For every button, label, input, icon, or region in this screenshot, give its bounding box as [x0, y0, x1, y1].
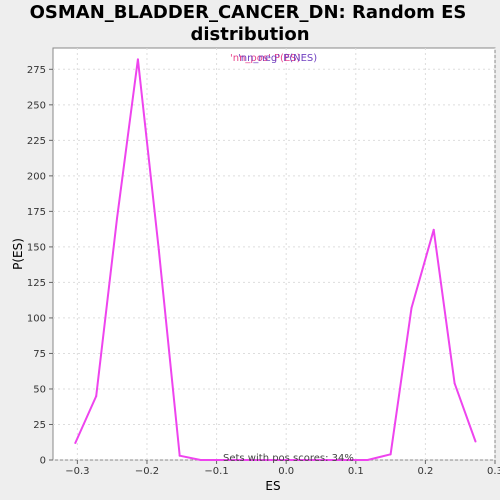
- y-axis-label: P(ES): [11, 238, 25, 270]
- data-point: [74, 442, 76, 444]
- data-point: [95, 395, 97, 397]
- data-point: [200, 459, 202, 461]
- y-axis: 0 25 50 75 100 125 150 175 200 225 250 275: [27, 65, 53, 467]
- y-tick-label: 75: [33, 349, 46, 360]
- x-tick-label: −0.1: [204, 466, 228, 477]
- data-point: [367, 459, 369, 461]
- y-tick-label: 275: [27, 65, 46, 76]
- data-point: [158, 249, 160, 251]
- y-tick-label: 100: [27, 313, 46, 324]
- y-tick-label: 50: [33, 384, 46, 395]
- x-tick-label: 0.0: [278, 466, 294, 477]
- x-tick-label: 0.3: [487, 466, 500, 477]
- data-point: [137, 58, 139, 60]
- data-point: [390, 453, 392, 455]
- y-tick-label: 250: [27, 100, 46, 111]
- x-axis-label: ES: [265, 479, 280, 493]
- data-point: [433, 229, 435, 231]
- y-tick-label: 125: [27, 278, 46, 289]
- legend: 'nn_pos' P(ES) 'nn_neg' P(NES): [230, 53, 317, 64]
- pos-scores-annotation: Sets with pos scores: 34%: [223, 453, 354, 464]
- data-point: [475, 441, 477, 443]
- legend-entry-neg: 'nn_neg' P(NES): [238, 53, 317, 64]
- x-tick-label: 0.1: [348, 466, 364, 477]
- x-tick-label: −0.2: [135, 466, 159, 477]
- y-tick-label: 175: [27, 207, 46, 218]
- y-tick-label: 150: [27, 242, 46, 253]
- y-tick-label: 0: [40, 456, 46, 467]
- y-tick-label: 200: [27, 171, 46, 182]
- data-point: [454, 382, 456, 384]
- data-point: [179, 455, 181, 457]
- data-point: [116, 217, 118, 219]
- plot-area: [53, 48, 495, 460]
- x-tick-label: −0.3: [65, 466, 89, 477]
- data-point: [410, 307, 412, 309]
- y-tick-label: 225: [27, 136, 46, 147]
- chart-title-line-1: OSMAN_BLADDER_CANCER_DN: Random ES: [30, 2, 467, 23]
- x-tick-label: 0.2: [417, 466, 433, 477]
- y-tick-label: 25: [33, 420, 46, 431]
- chart-title-line-2: distribution: [190, 24, 309, 45]
